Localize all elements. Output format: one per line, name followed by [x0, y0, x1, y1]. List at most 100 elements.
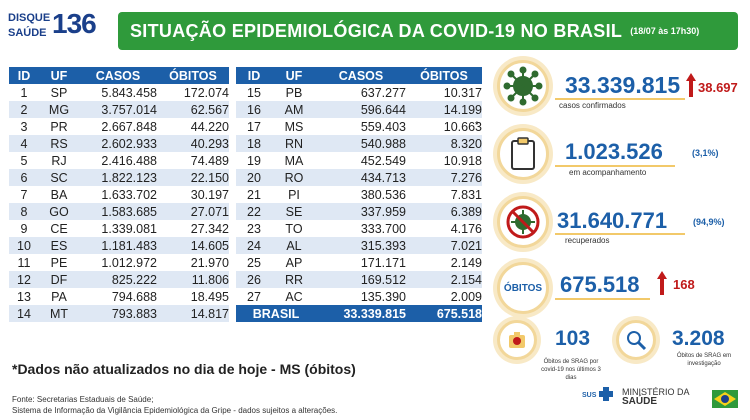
table-row: 13 PA 794.688 18.495	[9, 288, 229, 305]
up-arrow-icon	[657, 271, 667, 295]
state-cases-cell: 380.536	[360, 187, 406, 202]
state-id-cell: 12	[9, 271, 39, 288]
state-cases-cell: 333.700	[360, 221, 406, 236]
state-uf-cell: PA	[51, 289, 67, 304]
table-row: 19 MA 452.549 10.918	[236, 152, 482, 169]
source-line-1: Fonte: Secretarias Estaduais de Saúde;	[12, 395, 154, 404]
table-row: 14 MT 793.883 14.817	[9, 305, 229, 322]
total-row: BRASIL 33.339.815 675.518	[236, 305, 482, 322]
update-note: *Dados não atualizados no dia de hoje - …	[12, 361, 356, 377]
table-row: 2 MG 3.757.014 62.567	[9, 101, 229, 118]
ministry-logo: MINISTÉRIO DA SAÚDE	[622, 387, 690, 407]
state-uf-cell: SC	[39, 169, 79, 186]
state-id-cell: 8	[9, 203, 39, 220]
page-title: SITUAÇÃO EPIDEMIOLÓGICA DA COVID-19 NO B…	[130, 20, 623, 41]
table-row: 1 SP 5.843.458 172.074	[9, 84, 229, 101]
col-deaths-header: ÓBITOS	[406, 67, 482, 84]
table-row: 6 SC 1.822.123 22.150	[9, 169, 229, 186]
state-cases-cell: 452.549	[360, 153, 406, 168]
table-row: 26 RR 169.512 2.154	[236, 271, 482, 288]
total-label: BRASIL	[236, 305, 316, 322]
state-deaths-cell: 27.071	[157, 203, 229, 220]
logo-word-saude: SAÚDE	[8, 27, 47, 39]
states-table-right-body: 15 PB 637.277 10.317 16 AM 596.644 14.199 17 MS 55…	[236, 84, 482, 305]
deaths-underline	[555, 298, 650, 300]
state-cases-cell: 434.713	[316, 169, 406, 186]
recovered-pct: (94,9%)	[693, 217, 725, 227]
state-deaths-cell: 30.197	[190, 187, 229, 202]
state-uf-cell: RO	[272, 169, 316, 186]
state-id-cell: 21	[247, 187, 261, 202]
states-table-left-body: 1 SP 5.843.458 172.074 2 MG 3.757.014 62.567 3 PR…	[9, 84, 229, 322]
state-uf-cell: BA	[50, 187, 68, 202]
state-id-cell: 26	[236, 271, 272, 288]
state-deaths-cell: 2.149	[450, 255, 482, 270]
clipboard-icon	[497, 128, 549, 180]
state-id-cell: 3	[20, 119, 28, 134]
state-deaths-cell: 6.389	[406, 203, 482, 220]
state-id-cell: 4	[9, 135, 39, 152]
state-cases-cell: 637.277	[360, 85, 406, 100]
deaths-value: 675.518	[560, 272, 640, 297]
confirmed-cases-value: 33.339.815	[565, 72, 681, 98]
recovered-label: recuperados	[565, 236, 610, 245]
col-deaths-header: ÓBITOS	[157, 67, 229, 84]
state-cases-cell: 135.390	[360, 289, 406, 304]
state-id-cell: 1	[20, 85, 28, 100]
states-table-right: ID UF CASOS ÓBITOS 15 PB 637.277 10.317 16 AM…	[236, 67, 482, 322]
total-cases: 33.339.815	[316, 305, 406, 322]
state-cases-cell: 3.757.014	[79, 101, 157, 118]
state-cases-cell: 1.012.972	[101, 255, 157, 270]
state-deaths-cell: 18.495	[190, 289, 229, 304]
table-row: 18 RN 540.988 8.320	[236, 135, 482, 152]
table-row: 7 BA 1.633.702 30.197	[9, 186, 229, 203]
table-row: 9 CE 1.339.081 27.342	[9, 220, 229, 237]
col-id-header: ID	[236, 67, 272, 84]
source-note: Fonte: Secretarias Estaduais de Saúde; S…	[12, 394, 337, 416]
table-header-row: ID UF CASOS ÓBITOS	[236, 67, 482, 84]
state-id-cell: 19	[247, 153, 261, 168]
state-uf-cell: MT	[39, 305, 79, 322]
col-id-header: ID	[9, 67, 39, 84]
state-cases-cell: 5.843.458	[101, 85, 157, 100]
state-uf-cell: MS	[284, 119, 304, 134]
magnifier-icon	[616, 320, 656, 360]
state-cases-cell: 337.959	[316, 203, 406, 220]
srag-deaths-value: 103	[555, 327, 591, 350]
table-row: 27 AC 135.390 2.009	[236, 288, 482, 305]
state-uf-cell: PE	[50, 255, 68, 270]
ministry-line-1: MINISTÉRIO DA	[622, 387, 690, 397]
state-id-cell: 10	[9, 237, 39, 254]
table-row: 25 AP 171.171 2.149	[236, 254, 482, 271]
state-cases-cell: 793.883	[79, 305, 157, 322]
state-deaths-cell: 172.074	[183, 85, 229, 100]
state-id-cell: 18	[236, 135, 272, 152]
state-cases-cell: 2.602.933	[79, 135, 157, 152]
state-deaths-cell: 7.021	[406, 237, 482, 254]
table-header-row: ID UF CASOS ÓBITOS	[9, 67, 229, 84]
up-arrow-icon	[686, 73, 696, 97]
monitoring-underline	[555, 165, 675, 167]
confirmed-label: casos confirmados	[559, 101, 626, 110]
state-uf-cell: MA	[284, 153, 304, 168]
table-row: 23 TO 333.700 4.176	[236, 220, 482, 237]
sus-logo: SUS	[582, 392, 597, 399]
state-id-cell: 7	[20, 187, 28, 202]
state-cases-cell: 1.822.123	[79, 169, 157, 186]
total-deaths: 675.518	[406, 305, 482, 322]
table-row: 12 DF 825.222 11.806	[9, 271, 229, 288]
state-id-cell: 27	[247, 289, 261, 304]
state-uf-cell: TO	[285, 221, 303, 236]
table-row: 22 SE 337.959 6.389	[236, 203, 482, 220]
state-id-cell: 20	[236, 169, 272, 186]
table-row: 21 PI 380.536 7.831	[236, 186, 482, 203]
state-uf-cell: ES	[39, 237, 79, 254]
table-row: 20 RO 434.713 7.276	[236, 169, 482, 186]
state-uf-cell: RR	[272, 271, 316, 288]
brazil-flag-icon	[712, 390, 738, 408]
table-row: 17 MS 559.403 10.663	[236, 118, 482, 135]
table-row: 24 AL 315.393 7.021	[236, 237, 482, 254]
state-cases-cell: 596.644	[316, 101, 406, 118]
deaths-badge-label: ÓBITOS	[503, 282, 543, 294]
state-deaths-cell: 10.918	[443, 153, 482, 168]
